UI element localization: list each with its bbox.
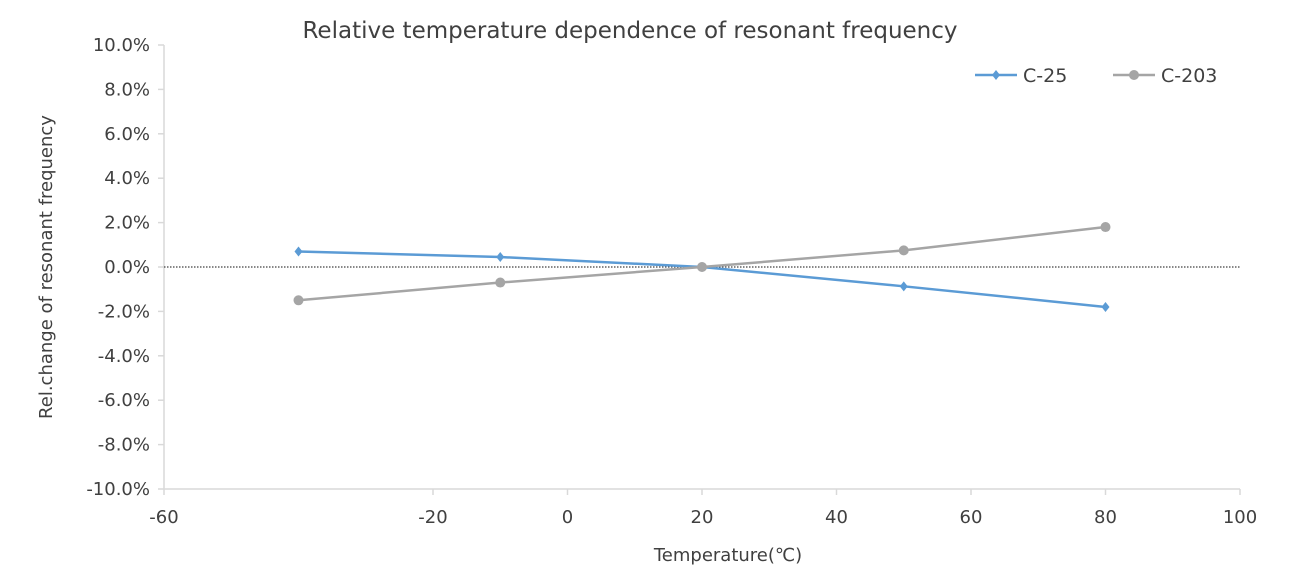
data-point xyxy=(294,246,303,257)
y-tick-label: -2.0% xyxy=(98,301,150,322)
x-tick-label: -20 xyxy=(418,507,447,528)
series-line-c-25 xyxy=(298,250,1106,309)
x-tick-label: 100 xyxy=(1223,507,1257,528)
y-tick-label: -8.0% xyxy=(98,435,150,456)
data-point xyxy=(898,245,909,256)
data-point xyxy=(496,252,505,263)
data-point xyxy=(1101,301,1110,312)
y-tick-label: -10.0% xyxy=(86,479,150,500)
x-tick-label: 60 xyxy=(960,507,983,528)
y-tick-label: 8.0% xyxy=(104,79,150,100)
x-tick-label: 40 xyxy=(825,507,848,528)
data-point xyxy=(697,262,707,272)
chart-title: Relative temperature dependence of reson… xyxy=(302,18,957,44)
x-tick-label: 20 xyxy=(691,507,714,528)
y-tick-label: 6.0% xyxy=(104,124,150,145)
x-tick-label: -60 xyxy=(149,507,178,528)
y-axis-label: Rel.change of resonant frequency xyxy=(36,115,57,419)
legend-label: C-203 xyxy=(1161,65,1217,87)
y-tick-label: -6.0% xyxy=(98,390,150,411)
y-tick-label: 2.0% xyxy=(104,213,150,234)
legend-marker xyxy=(992,70,1000,80)
legend-label: C-25 xyxy=(1023,65,1067,87)
y-tick-label: -4.0% xyxy=(98,346,150,367)
y-tick-label: 10.0% xyxy=(93,35,150,56)
x-tick-label: 0 xyxy=(562,507,573,528)
data-point xyxy=(293,295,304,306)
data-point xyxy=(899,281,908,292)
legend-marker xyxy=(1129,70,1139,80)
x-axis-label: Temperature(℃) xyxy=(653,545,802,566)
y-tick-label: 4.0% xyxy=(104,168,150,189)
data-point xyxy=(495,277,506,288)
data-point xyxy=(1100,222,1111,233)
x-tick-label: 80 xyxy=(1094,507,1117,528)
y-tick-label: 0.0% xyxy=(104,257,150,278)
